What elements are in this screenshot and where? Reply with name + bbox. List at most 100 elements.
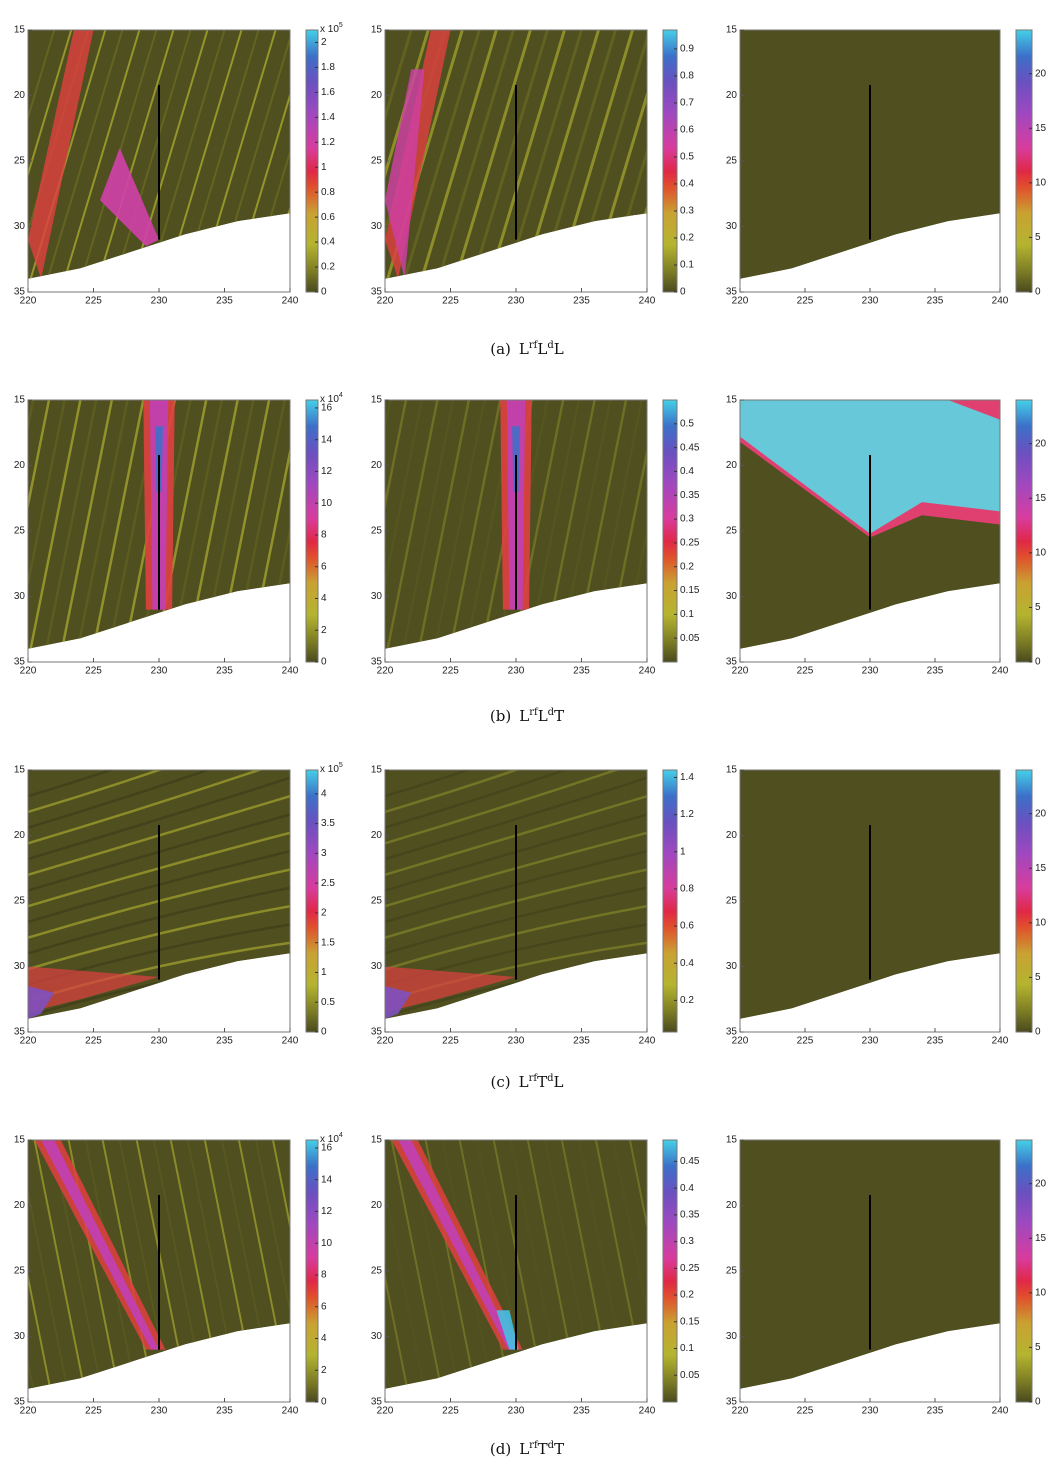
wave (385, 30, 413, 279)
colorbar-tick-label: 0.4 (680, 958, 694, 969)
colorbar-tick-label: 0 (1035, 1397, 1041, 1408)
caption-sup: d (547, 1073, 554, 1084)
caption-label: (a) (490, 340, 511, 358)
y-tick-label: 25 (14, 526, 26, 537)
wave (28, 400, 82, 649)
y-tick-label: 25 (371, 1266, 383, 1277)
colorbar-tick-label: 20 (1035, 438, 1047, 449)
caption-label: (b) (490, 707, 511, 725)
x-tick-label: 230 (862, 1406, 879, 1417)
y-tick-label: 35 (726, 657, 738, 668)
caption-base: L (537, 340, 547, 358)
x-tick-label: 220 (20, 1036, 37, 1047)
colorbar-tick-label: 2.5 (321, 878, 335, 889)
wave (430, 400, 486, 649)
wave-region (948, 400, 1000, 420)
y-tick-label: 35 (14, 1397, 26, 1408)
wave-region (41, 1140, 159, 1350)
multiplier-base: x 10 (320, 24, 339, 35)
y-tick-label: 30 (14, 591, 26, 602)
colorbar-tick-label: 20 (1035, 808, 1047, 819)
colorbar-tick-label: 0.6 (680, 921, 694, 932)
y-tick-label: 15 (726, 25, 738, 36)
y-tick-label: 30 (726, 1331, 738, 1342)
colorbar-tick-label: 16 (321, 403, 333, 414)
colorbar-tick-label: 0.8 (321, 187, 335, 198)
colorbar-tick-label: 0.5 (680, 418, 694, 429)
colorbar-tick-label: 0.4 (680, 1183, 694, 1194)
x-tick-label: 235 (216, 1406, 233, 1417)
x-tick-label: 240 (282, 1406, 299, 1417)
x-tick-label: 220 (732, 1036, 749, 1047)
colorbar-tick-label: 0.8 (680, 884, 694, 895)
y-tick-label: 20 (726, 1200, 738, 1211)
panel: 220 225 230 235 240 15 20 25 30 35 0.05 0.1 0.15 0.2 0… (371, 395, 700, 677)
y-tick-label: 35 (14, 287, 26, 298)
colorbar-tick-label: 1.4 (680, 772, 694, 783)
y-tick-label: 20 (371, 1200, 383, 1211)
caption-base: T (554, 1440, 564, 1458)
colorbar-tick-label: 0.9 (680, 44, 694, 55)
wave (28, 770, 290, 798)
y-tick-label: 30 (371, 961, 383, 972)
colorbar-tick-label: 0.05 (680, 633, 700, 644)
y-tick-label: 35 (726, 287, 738, 298)
x-tick-label: 230 (862, 296, 879, 307)
caption-sup: rf (529, 1440, 539, 1451)
y-tick-label: 35 (371, 1027, 383, 1038)
colorbar-tick-label: 10 (1035, 177, 1047, 188)
y-tick-label: 30 (371, 221, 383, 232)
wave (416, 30, 498, 279)
caption-sup: d (547, 340, 554, 351)
wave (385, 400, 408, 649)
y-tick-label: 30 (371, 591, 383, 602)
y-tick-label: 15 (371, 25, 383, 36)
colorbar (305, 29, 319, 293)
colorbar-tick-label: 1 (321, 967, 327, 978)
colorbar-tick-label: 0.5 (680, 152, 694, 163)
y-tick-label: 30 (371, 1331, 383, 1342)
colorbar (305, 399, 319, 663)
x-tick-label: 240 (639, 296, 656, 307)
y-tick-label: 20 (14, 830, 26, 841)
wave (42, 30, 124, 279)
x-tick-label: 240 (282, 666, 299, 677)
colorbar (662, 399, 678, 663)
panel: 220 225 230 235 240 15 20 25 30 35 0.05 0.1 0.15 0.2 0… (371, 1135, 700, 1417)
colorbar-tick-label: 20 (1035, 1178, 1047, 1189)
caption-sup: d (548, 707, 555, 718)
colorbar-tick-label: 0 (321, 657, 327, 668)
wave (271, 1140, 290, 1389)
wave (628, 1140, 647, 1389)
colorbar-tick-label: 0.2 (680, 233, 694, 244)
colorbar-tick-label: 20 (1035, 68, 1047, 79)
colorbar-tick-label: 8 (321, 530, 327, 541)
colorbar-tick-label: 10 (1035, 547, 1047, 558)
colorbar-tick-label: 2 (321, 908, 327, 919)
caption-sup: d (548, 1440, 555, 1451)
x-tick-label: 220 (732, 666, 749, 677)
wave (433, 30, 515, 279)
x-tick-label: 225 (797, 1406, 814, 1417)
colorbar-tick-label: 10 (1035, 917, 1047, 928)
colorbar-tick-label: 0.45 (680, 442, 700, 453)
y-tick-label: 20 (726, 830, 738, 841)
x-tick-label: 220 (20, 1406, 37, 1417)
x-tick-label: 235 (573, 1036, 590, 1047)
colorbar-tick-label: 0.05 (680, 1370, 700, 1381)
x-tick-label: 225 (85, 1036, 102, 1047)
wave (59, 30, 141, 279)
x-tick-label: 225 (85, 1406, 102, 1417)
colorbar-tick-label: 15 (1035, 1233, 1047, 1244)
colorbar-tick-label: 10 (1035, 1287, 1047, 1298)
multiplier-exp: 5 (339, 762, 343, 769)
colorbar-tick-label: 0.4 (680, 179, 694, 190)
y-tick-label: 25 (726, 1266, 738, 1277)
colorbar-tick-label: 15 (1035, 123, 1047, 134)
colorbar-tick-label: 16 (321, 1143, 333, 1154)
colorbar-tick-label: 0.3 (680, 206, 694, 217)
colorbar-tick-label: 6 (321, 561, 327, 572)
colorbar-tick-label: 0.4 (680, 466, 694, 477)
caption-base: L (519, 707, 529, 725)
